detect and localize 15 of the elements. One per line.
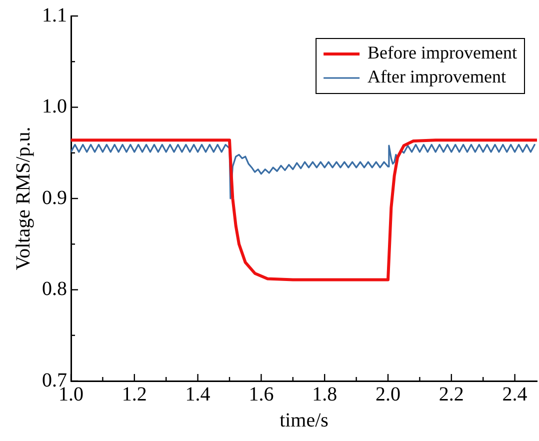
y-tick-label: 0.8 [42, 278, 67, 300]
x-axis-title: time/s [280, 409, 329, 432]
y-tick-label: 1.1 [42, 4, 67, 26]
y-tick-label: 0.9 [42, 186, 67, 209]
legend-label: Before improvement [368, 42, 518, 63]
x-tick-label: 1.6 [248, 383, 274, 406]
x-tick-label: 2.4 [502, 383, 528, 406]
x-tick-label: 1.8 [312, 383, 338, 406]
y-tick-label: 1.0 [42, 96, 67, 118]
y-axis-title: Voltage RMS/p.u. [12, 126, 34, 270]
legend-label: After improvement [368, 66, 506, 87]
x-tick-label: 2.0 [376, 383, 401, 406]
x-tick-label: 1.4 [185, 383, 210, 406]
x-tick-label: 1.2 [122, 383, 147, 406]
x-tick-label: 2.2 [438, 383, 464, 406]
